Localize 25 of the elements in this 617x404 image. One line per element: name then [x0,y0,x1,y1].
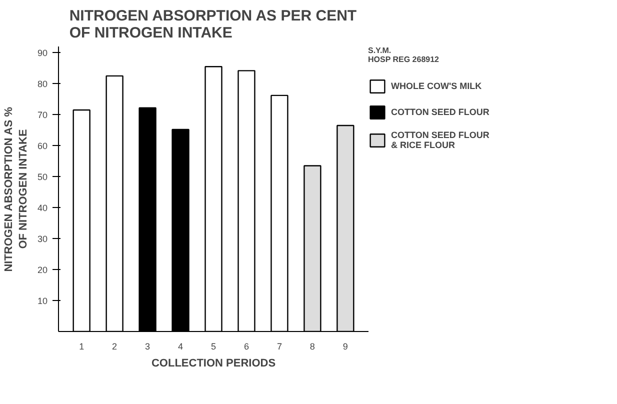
y-tick-label: 40 [37,203,48,214]
x-tick-label: 2 [112,342,118,352]
y-tick-label: 20 [37,265,48,276]
x-tick-label: 7 [276,342,282,352]
annotation: S.Y.M. HOSP REG 268912 [368,46,440,64]
y-tick-label: 10 [37,296,48,306]
y-tick-label: 60 [37,141,48,152]
x-tick-label: 3 [145,342,150,352]
x-tick-label: 4 [178,342,184,352]
y-tick-label: 50 [37,172,48,182]
x-tick-label: 8 [310,342,315,352]
x-axis-title: COLLECTION PERIODS [151,358,276,370]
chart-title: NITROGEN ABSORPTION AS PER CENT OF NITROGEN INTAKE [69,8,357,42]
y-tick-label: 80 [37,79,48,90]
y-tick-label: 90 [37,48,48,58]
x-tick-label: 6 [244,342,249,352]
legend-label: COTTON SEED FLOUR & RICE FLOUR [391,130,490,150]
legend-label: COTTON SEED FLOUR [391,107,490,117]
y-axis-title: NITROGEN ABSORPTION AS % OF NITROGEN INTAKE [3,106,30,272]
y-tick-label: 30 [37,234,48,244]
x-tick-label: 1 [79,342,84,352]
y-tick-label: 70 [37,110,48,120]
x-tick-label: 9 [342,342,348,352]
x-tick-label: 5 [210,342,216,352]
legend-label: WHOLE COW'S MILK [391,81,483,91]
